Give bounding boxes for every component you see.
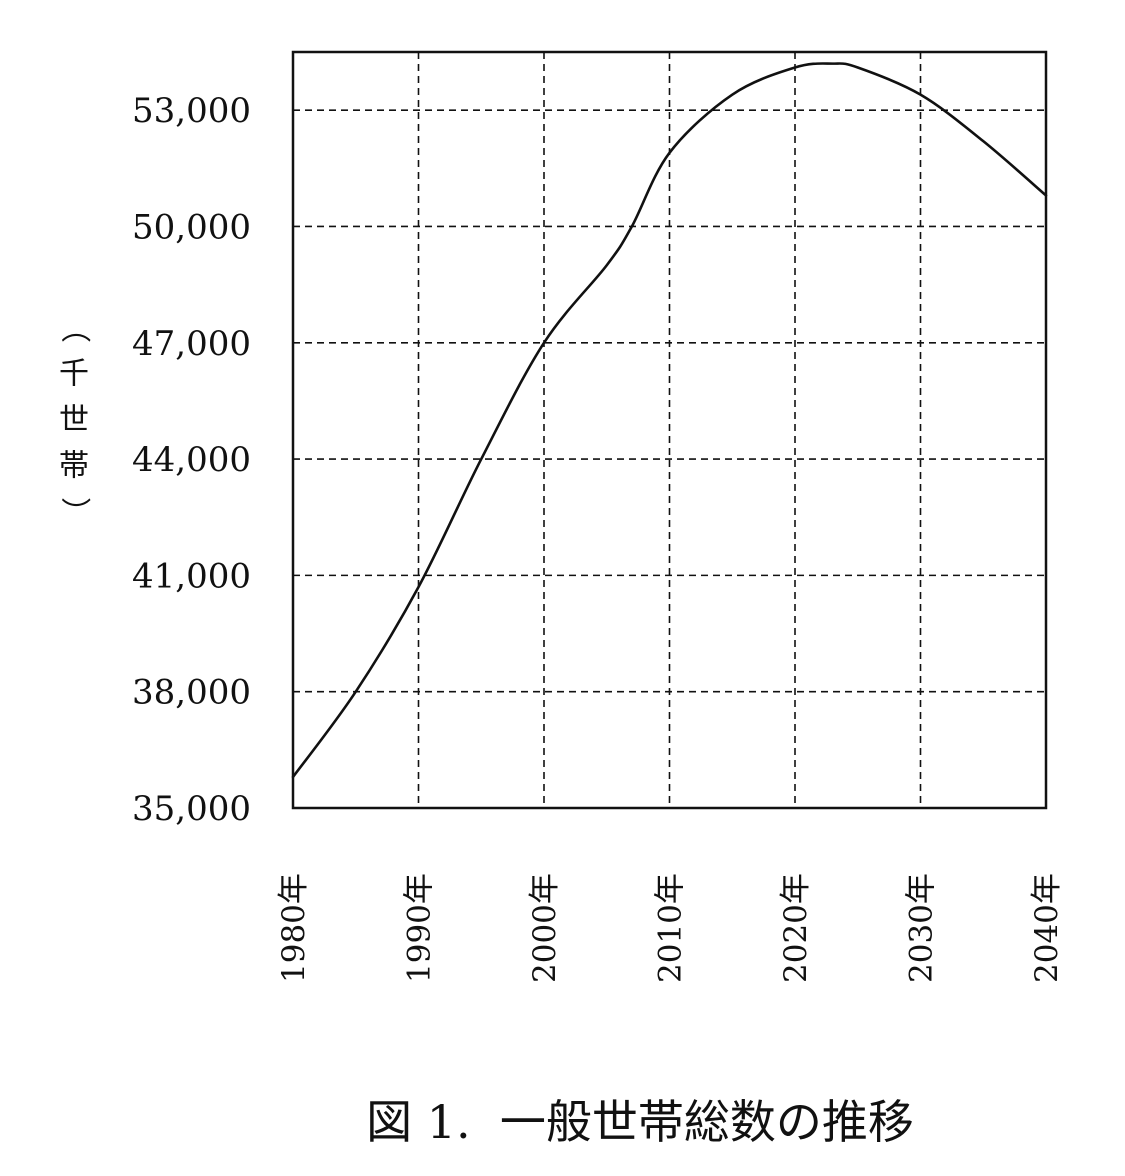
y-tick-label: 47,000 [132,324,251,364]
x-tick-label: 1990年 [402,873,438,983]
y-axis-label: （ 千世帯 ） [57,313,92,527]
chart-title: 図 1. 一般世帯総数の推移 [366,1095,914,1149]
x-tick-label: 2030年 [904,873,940,983]
x-tick-label: 2040年 [1029,873,1065,983]
x-tick-label: 1980年 [276,873,312,983]
y-axis-label-char: （ [57,313,92,343]
y-axis-label-char: ） [57,497,92,527]
x-tick-label: 2010年 [653,873,689,983]
y-tick-label: 35,000 [132,789,251,829]
y-axis-label-char: 帯 [59,449,89,484]
y-tick-label: 44,000 [132,440,251,480]
y-tick-label: 50,000 [132,207,251,247]
household-total-line [291,62,1048,779]
plot-area-frame [291,50,1048,810]
x-tick-label: 2000年 [527,873,563,983]
y-axis-label-char: 世 [59,403,89,438]
grid-lines [293,52,1046,808]
series-lines [291,62,1048,779]
y-axis-label-char: 千 [59,357,89,392]
y-tick-label: 38,000 [132,673,251,713]
y-tick-label: 53,000 [132,91,251,131]
y-axis-tick-labels: 35,000 38,000 41,000 44,000 47,000 50,000 53,0… [132,91,251,829]
x-tick-label: 2020年 [778,873,814,983]
x-axis-tick-labels: 1980年 1990年 2000年 2010年 2020年 2030年 2040年 [276,873,1065,983]
y-tick-label: 41,000 [132,556,251,596]
